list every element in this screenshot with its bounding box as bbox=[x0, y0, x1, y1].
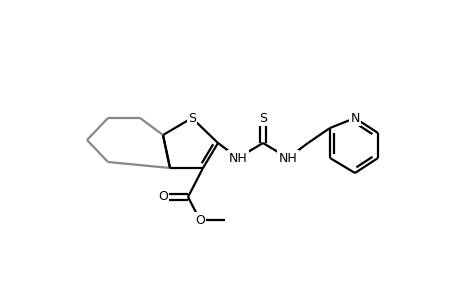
Text: NH: NH bbox=[278, 152, 297, 164]
Text: NH: NH bbox=[228, 152, 247, 164]
Text: O: O bbox=[195, 214, 205, 226]
Text: O: O bbox=[158, 190, 168, 203]
Text: S: S bbox=[188, 112, 196, 124]
Text: S: S bbox=[258, 112, 266, 124]
Text: N: N bbox=[350, 112, 359, 124]
